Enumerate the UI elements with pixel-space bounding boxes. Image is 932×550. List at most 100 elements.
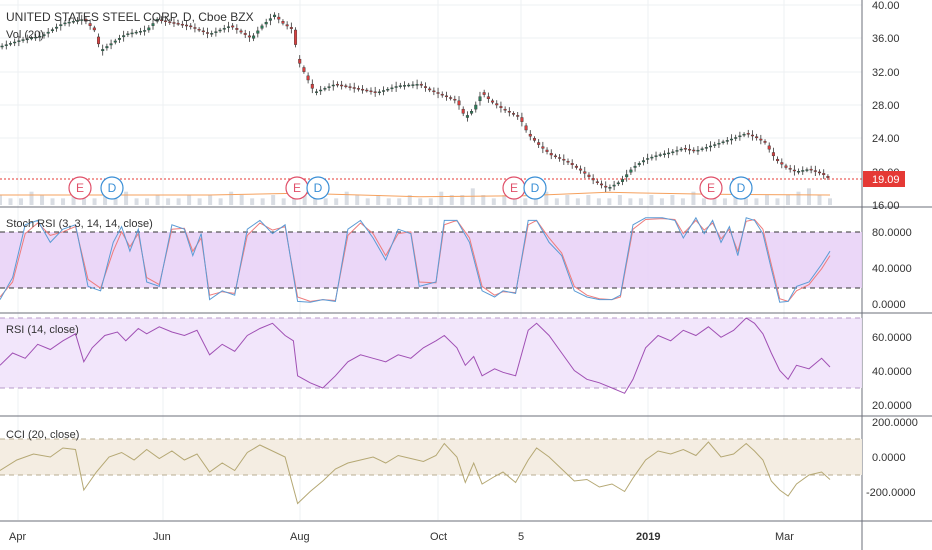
cci-tick-label: 200.0000	[872, 417, 918, 429]
candle-body	[348, 86, 352, 88]
candle-body	[629, 169, 633, 173]
earnings-marker[interactable]: E	[68, 176, 92, 200]
candle-body	[486, 96, 490, 99]
candle-body	[377, 91, 381, 94]
candle-body	[801, 170, 805, 172]
volume-bar	[733, 195, 738, 205]
volume-bar	[554, 198, 559, 205]
candle-body	[344, 85, 348, 88]
candle-body	[407, 84, 411, 87]
candle-body	[222, 28, 226, 30]
candle-body	[667, 152, 671, 155]
volume-bar	[628, 198, 633, 205]
time-tick-label: Mar	[775, 531, 794, 543]
volume-bar	[155, 195, 160, 205]
candle-body	[302, 67, 306, 72]
volume-bar	[386, 198, 391, 205]
earnings-marker[interactable]: E	[285, 176, 309, 200]
volume-bar	[365, 198, 370, 205]
time-tick-label: Aug	[290, 531, 310, 543]
candle-body	[193, 27, 197, 29]
candle-body	[264, 22, 268, 25]
volume-bar	[208, 195, 213, 205]
volume-bar	[334, 198, 339, 205]
candle-body	[273, 14, 277, 18]
volume-bar	[439, 191, 444, 205]
dividend-marker[interactable]: D	[306, 176, 330, 200]
candle-body	[826, 176, 830, 178]
price-tick-label: 28.00	[872, 100, 900, 112]
time-axis[interactable]: Apr Jun Aug Oct 5 2019 Mar	[9, 531, 794, 543]
candle-body	[784, 165, 788, 168]
earnings-marker[interactable]: E	[502, 176, 526, 200]
candle-body	[692, 149, 696, 152]
candle-body	[516, 115, 520, 117]
candle-body	[122, 35, 126, 38]
candle-body	[717, 142, 721, 145]
volume-bar	[722, 198, 727, 205]
candle-body	[155, 18, 159, 22]
candle-body	[583, 171, 587, 174]
candle-body	[805, 169, 809, 171]
candle-body	[579, 168, 583, 171]
candle-body	[38, 36, 42, 38]
candle-body	[553, 155, 557, 158]
volume-bar	[460, 195, 465, 205]
cci-label: CCI (20, close)	[6, 429, 79, 441]
dividend-marker[interactable]: D	[729, 176, 753, 200]
candle-body	[436, 92, 440, 94]
candle-body	[696, 149, 700, 152]
stoch-rsi-band	[0, 232, 862, 288]
candle-body	[0, 45, 4, 48]
stoch-rsi-pane: Stoch RSI (3, 3, 14, 14, close)	[0, 216, 862, 303]
price-tick-label: 40.00	[872, 0, 900, 12]
candle-body	[369, 90, 373, 93]
candle-body	[780, 162, 784, 165]
marker-circle	[699, 176, 723, 200]
dividend-marker[interactable]: D	[523, 176, 547, 200]
volume-bar	[0, 195, 2, 205]
candle-body	[788, 168, 792, 170]
candle-body	[423, 86, 427, 88]
volume-bar	[565, 195, 570, 205]
earnings-marker[interactable]: E	[699, 176, 723, 200]
marker-letter: E	[510, 181, 518, 195]
indicator-axes[interactable]: 80.0000 40.0000 0.0000 60.0000 40.0000 2…	[866, 227, 918, 499]
candle-body	[704, 147, 708, 149]
candle-body	[470, 111, 474, 114]
candle-body	[491, 100, 495, 103]
dividend-marker[interactable]: D	[100, 176, 124, 200]
candle-body	[281, 21, 285, 24]
volume-bar	[229, 191, 234, 205]
marker-letter: D	[108, 181, 117, 195]
volume-bar	[271, 195, 276, 205]
volume-bar	[680, 198, 685, 205]
candle-body	[235, 28, 239, 30]
candle-body	[734, 137, 738, 139]
candle-body	[549, 153, 553, 156]
candle-body	[247, 35, 251, 38]
marker-circle	[523, 176, 547, 200]
candle-body	[289, 27, 293, 29]
time-tick-label: Oct	[430, 531, 447, 543]
rsi-tick-label: 40.0000	[872, 366, 912, 378]
candle-body	[537, 142, 541, 145]
time-tick-label: 2019	[636, 531, 660, 543]
candle-body	[776, 158, 780, 162]
candle-body	[478, 96, 482, 102]
candle-body	[92, 27, 96, 31]
candle-body	[8, 43, 12, 45]
candle-body	[55, 26, 59, 29]
candle-body	[218, 29, 222, 32]
candle-body	[444, 95, 448, 98]
candle-body	[46, 31, 50, 34]
candle-body	[440, 93, 444, 96]
volume-bar	[607, 198, 612, 205]
candle-body	[25, 38, 29, 40]
candle-body	[528, 133, 532, 137]
candle-body	[185, 24, 189, 27]
candle-body	[29, 37, 33, 40]
candle-body	[650, 156, 654, 159]
